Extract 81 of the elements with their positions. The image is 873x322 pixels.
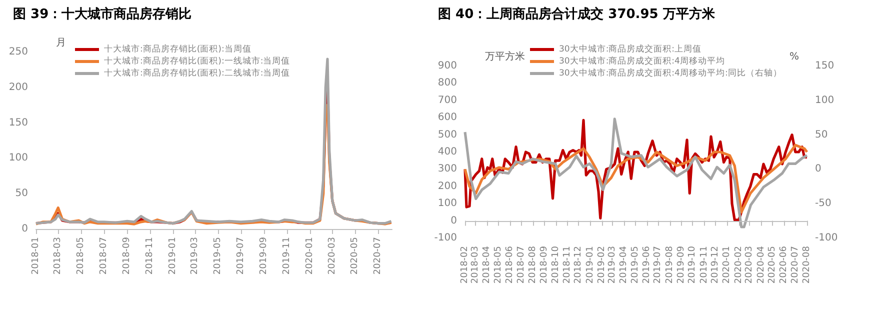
y2-tick-label: -100 <box>815 232 838 244</box>
x-tick-label: 2020-05 <box>350 237 360 275</box>
x-tick-label: 2018-08 <box>528 246 538 284</box>
y2-axis-title: % <box>789 52 799 62</box>
x-tick-label: 2019-05 <box>630 246 640 284</box>
x-tick-label: 2018-03 <box>53 237 64 275</box>
y-tick-label: 0 <box>450 215 457 226</box>
y2-tick-label: 100 <box>815 94 834 106</box>
legend-label: 30大中城市:商品房成交面积:上周值 <box>559 44 702 54</box>
x-tick-label: 2019-04 <box>619 246 629 284</box>
legend-label: 十大城市:商品房存销比(面积):当周值 <box>104 44 252 54</box>
x-tick-label: 2020-01 <box>722 246 732 284</box>
x-tick-label: 2019-01 <box>585 246 596 284</box>
y-axis-title: 万平方米 <box>485 50 525 62</box>
y-axis-title: 月 <box>56 38 66 48</box>
x-tick-label: 2018-10 <box>550 246 561 284</box>
x-tick-label: 2018-07 <box>516 246 526 284</box>
x-tick-label: 2018-11 <box>145 237 156 275</box>
x-tick-label: 2020-05 <box>768 246 778 284</box>
y2-tick-label: -50 <box>815 198 832 210</box>
legend-label: 十大城市:商品房存销比(面积):一线城市:当周值 <box>104 56 290 66</box>
y-tick-label: 250 <box>8 46 28 58</box>
legend-label: 十大城市:商品房存销比(面积):二线城市:当周值 <box>104 68 290 78</box>
y-tick-label: 600 <box>438 112 457 124</box>
y-tick-label: 900 <box>438 60 457 72</box>
x-tick-label: 2020-01 <box>304 237 315 275</box>
x-tick-label: 2020-07 <box>790 246 800 284</box>
x-tick-label: 2018-06 <box>505 246 515 284</box>
x-tick-label: 2019-10 <box>688 246 698 284</box>
x-tick-label: 2018-09 <box>540 246 550 284</box>
x-tick-label: 2018-02 <box>460 246 470 284</box>
x-tick-label: 2019-07 <box>236 237 246 275</box>
x-tick-label: 2019-02 <box>596 246 607 284</box>
x-tick-label: 2019-11 <box>699 246 710 284</box>
x-tick-label: 2019-03 <box>607 246 618 284</box>
x-tick-label: 2018-11 <box>562 246 572 284</box>
x-tick-label: 2020-06 <box>779 246 790 284</box>
x-tick-label: 2019-09 <box>676 246 686 284</box>
y-tick-label: 150 <box>8 117 28 128</box>
x-tick-label: 2018-07 <box>98 237 109 275</box>
y-tick-label: 100 <box>8 152 28 164</box>
x-tick-label: 2019-06 <box>642 246 652 284</box>
x-tick-label: 2020-07 <box>373 237 384 275</box>
x-tick-label: 2019-07 <box>653 246 664 284</box>
legend-label: 30大中城市:商品房成交面积:4周移动平均:同比（右轴） <box>559 68 782 78</box>
x-tick-label: 2018-05 <box>76 237 86 275</box>
x-tick-label: 2018-09 <box>122 236 132 275</box>
y-tick-label: 50 <box>15 188 28 200</box>
y-tick-label: 800 <box>438 78 457 89</box>
x-tick-label: 2020-02 <box>734 246 744 284</box>
y-tick-label: 700 <box>438 94 457 106</box>
x-tick-label: 2019-12 <box>710 246 720 284</box>
y-tick-label: 200 <box>8 82 28 93</box>
y2-tick-label: 150 <box>815 60 834 72</box>
x-tick-label: 2019-09 <box>259 236 270 275</box>
x-tick-label: 2018-05 <box>493 246 504 284</box>
x-tick-label: 2018-04 <box>482 246 492 284</box>
legend-label: 30大中城市:商品房成交面积:4周移动平均 <box>559 56 725 66</box>
y2-tick-label: 50 <box>815 129 828 140</box>
y-tick-label: 0 <box>22 224 28 234</box>
chart-title: 图 39：十大城市商品房存销比 <box>13 6 192 22</box>
x-tick-label: 2018-01 <box>31 237 41 275</box>
y-tick-label: 100 <box>438 198 457 210</box>
chart-title: 图 40：上周商品房合计成交 370.95 万平方米 <box>438 6 716 22</box>
x-tick-label: 2020-03 <box>744 246 755 284</box>
y-tick-label: -100 <box>434 232 457 244</box>
x-tick-label: 2020-08 <box>802 246 812 284</box>
y2-tick-label: 0 <box>815 164 822 175</box>
x-tick-label: 2019-01 <box>168 237 178 275</box>
x-tick-label: 2019-03 <box>190 237 200 275</box>
x-tick-label: 2018-03 <box>470 246 480 284</box>
x-tick-label: 2019-05 <box>212 237 223 275</box>
x-tick-label: 2020-03 <box>327 237 338 275</box>
y-tick-label: 200 <box>438 180 457 192</box>
x-tick-label: 2019-08 <box>664 246 675 284</box>
y-tick-label: 300 <box>438 164 457 175</box>
y-tick-label: 400 <box>438 146 457 158</box>
x-tick-label: 2018-12 <box>574 246 584 284</box>
x-tick-label: 2020-04 <box>756 246 766 284</box>
x-tick-label: 2019-11 <box>282 237 292 275</box>
y-tick-label: 500 <box>438 129 457 140</box>
